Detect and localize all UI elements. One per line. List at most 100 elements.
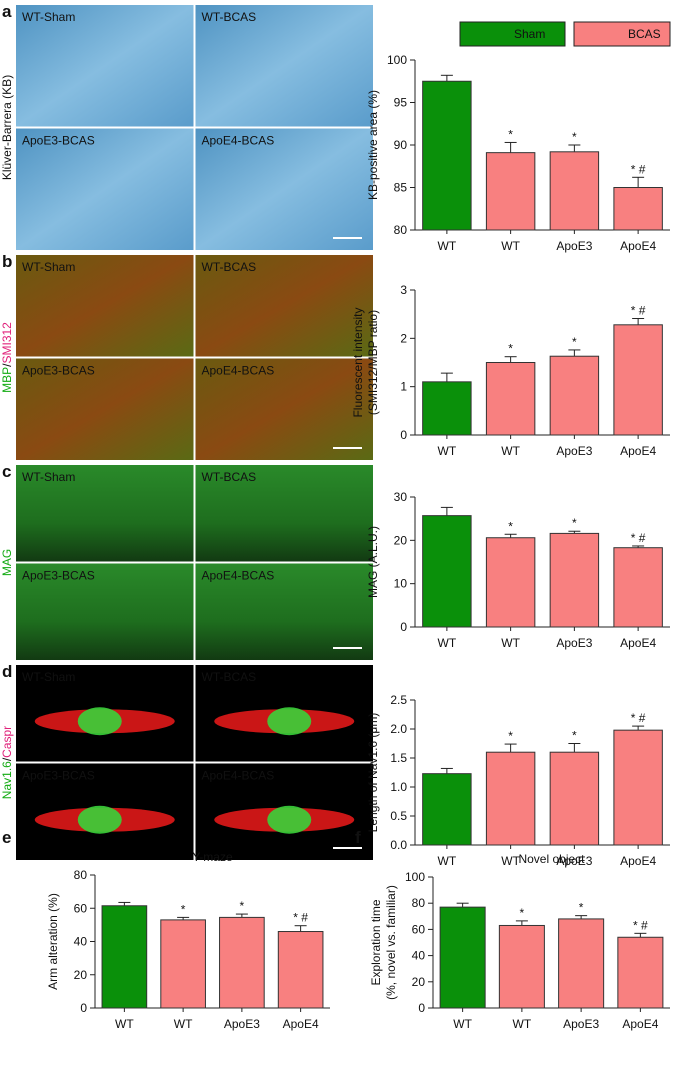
x-tick-label: ApoE4 xyxy=(620,239,656,253)
y-axis-label: (SMI312/MBP ratio) xyxy=(366,310,380,415)
y-tick-label: 0 xyxy=(418,1001,425,1015)
bar xyxy=(485,152,536,231)
legend-label: BCAS xyxy=(628,27,661,41)
x-tick-label: WT xyxy=(438,444,457,458)
panel-label: a xyxy=(2,2,12,21)
x-tick-label: ApoE3 xyxy=(556,636,592,650)
image-label: WT-Sham xyxy=(22,10,75,24)
significance-label: * # xyxy=(631,304,646,318)
significance-label: * xyxy=(579,901,584,915)
image-label: ApoE3-BCAS xyxy=(22,134,95,148)
x-tick-label: ApoE4 xyxy=(622,1017,658,1031)
micrograph xyxy=(16,128,194,250)
significance-label: * xyxy=(572,729,577,743)
stain-part: Caspr xyxy=(0,726,14,758)
x-tick-label: WT xyxy=(174,1017,193,1031)
bar xyxy=(617,936,664,1009)
y-tick-label: 20 xyxy=(412,975,426,989)
x-tick-label: ApoE3 xyxy=(563,1017,599,1031)
image-label: WT-BCAS xyxy=(202,10,257,24)
y-tick-label: 85 xyxy=(394,181,408,195)
panel-label: e xyxy=(2,828,11,847)
nav-signal xyxy=(77,707,122,736)
y-axis-label: Length of Nav1.6 (μm) xyxy=(366,713,380,833)
x-tick-label: ApoE3 xyxy=(224,1017,260,1031)
y-tick-label: 1.5 xyxy=(390,751,407,765)
x-tick-label: ApoE4 xyxy=(620,636,656,650)
x-tick-label: ApoE4 xyxy=(283,1017,319,1031)
bar xyxy=(422,515,472,628)
image-label: ApoE4-BCAS xyxy=(202,364,275,378)
x-tick-label: ApoE4 xyxy=(620,854,656,868)
micrograph xyxy=(16,358,194,460)
bar xyxy=(549,151,600,231)
y-tick-label: 30 xyxy=(394,490,408,504)
x-tick-label: WT xyxy=(501,444,520,458)
panel-label: f xyxy=(355,828,361,847)
image-label: ApoE3-BCAS xyxy=(22,364,95,378)
bar xyxy=(277,931,324,1009)
y-axis-label: KB-positive area (%) xyxy=(366,90,380,200)
y-axis-label: MAG (A.L.U.) xyxy=(366,526,380,598)
image-label: WT-Sham xyxy=(22,470,75,484)
y-tick-label: 2.5 xyxy=(390,693,407,707)
stain-label: Klüver-Barrera (KB) xyxy=(0,75,14,180)
y-tick-label: 95 xyxy=(394,96,408,110)
y-tick-label: 90 xyxy=(394,138,408,152)
significance-label: * xyxy=(520,906,525,920)
image-label: WT-Sham xyxy=(22,670,75,684)
micrograph xyxy=(195,358,373,460)
x-tick-label: WT xyxy=(501,636,520,650)
bar xyxy=(422,80,472,231)
bar xyxy=(219,916,265,1009)
image-label: WT-BCAS xyxy=(202,260,257,274)
micrograph xyxy=(195,465,373,562)
chart-title: Novel object xyxy=(518,852,585,866)
micrograph xyxy=(195,5,373,127)
x-tick-label: WT xyxy=(501,854,520,868)
significance-label: * xyxy=(572,516,577,530)
stain-part: Nav1.6 xyxy=(0,761,14,799)
x-tick-label: WT xyxy=(115,1017,134,1031)
bar xyxy=(422,773,472,846)
bar xyxy=(485,362,536,436)
x-tick-label: WT xyxy=(453,1017,472,1031)
stain-part: MBP xyxy=(0,367,14,393)
x-tick-label: WT xyxy=(438,854,457,868)
micrograph xyxy=(195,128,373,250)
x-tick-label: WT xyxy=(513,1017,532,1031)
y-tick-label: 60 xyxy=(74,901,88,915)
y-tick-label: 0.5 xyxy=(390,809,407,823)
stain-label: Nav1.6/Caspr xyxy=(0,726,14,799)
legend-swatch xyxy=(573,21,671,47)
legend-swatch xyxy=(459,21,566,47)
y-tick-label: 0.0 xyxy=(390,838,407,852)
y-tick-label: 1.0 xyxy=(390,780,407,794)
micrograph xyxy=(16,5,194,127)
bar xyxy=(485,751,536,846)
image-label: ApoE3-BCAS xyxy=(22,769,95,783)
bar xyxy=(549,532,600,628)
image-label: WT-Sham xyxy=(22,260,75,274)
significance-label: * # xyxy=(293,911,308,925)
nav-signal xyxy=(267,805,312,834)
y-tick-label: 0 xyxy=(400,428,407,442)
y-tick-label: 1 xyxy=(400,380,407,394)
significance-label: * xyxy=(572,130,577,144)
significance-label: * xyxy=(508,127,513,141)
x-tick-label: WT xyxy=(438,636,457,650)
micrograph xyxy=(195,563,373,660)
stain-part: / xyxy=(0,757,14,761)
y-tick-label: 100 xyxy=(387,53,407,67)
image-label: ApoE4-BCAS xyxy=(202,769,275,783)
nav-signal xyxy=(77,805,122,834)
bar xyxy=(101,905,148,1009)
y-tick-label: 20 xyxy=(74,968,88,982)
bar xyxy=(498,924,545,1009)
y-tick-label: 80 xyxy=(412,896,426,910)
y-axis-label: (%, novel vs. familiar) xyxy=(384,885,398,1000)
y-tick-label: 0 xyxy=(400,620,407,634)
y-tick-label: 80 xyxy=(394,223,408,237)
y-tick-label: 2.0 xyxy=(390,722,407,736)
legend-label: Sham xyxy=(514,27,545,41)
